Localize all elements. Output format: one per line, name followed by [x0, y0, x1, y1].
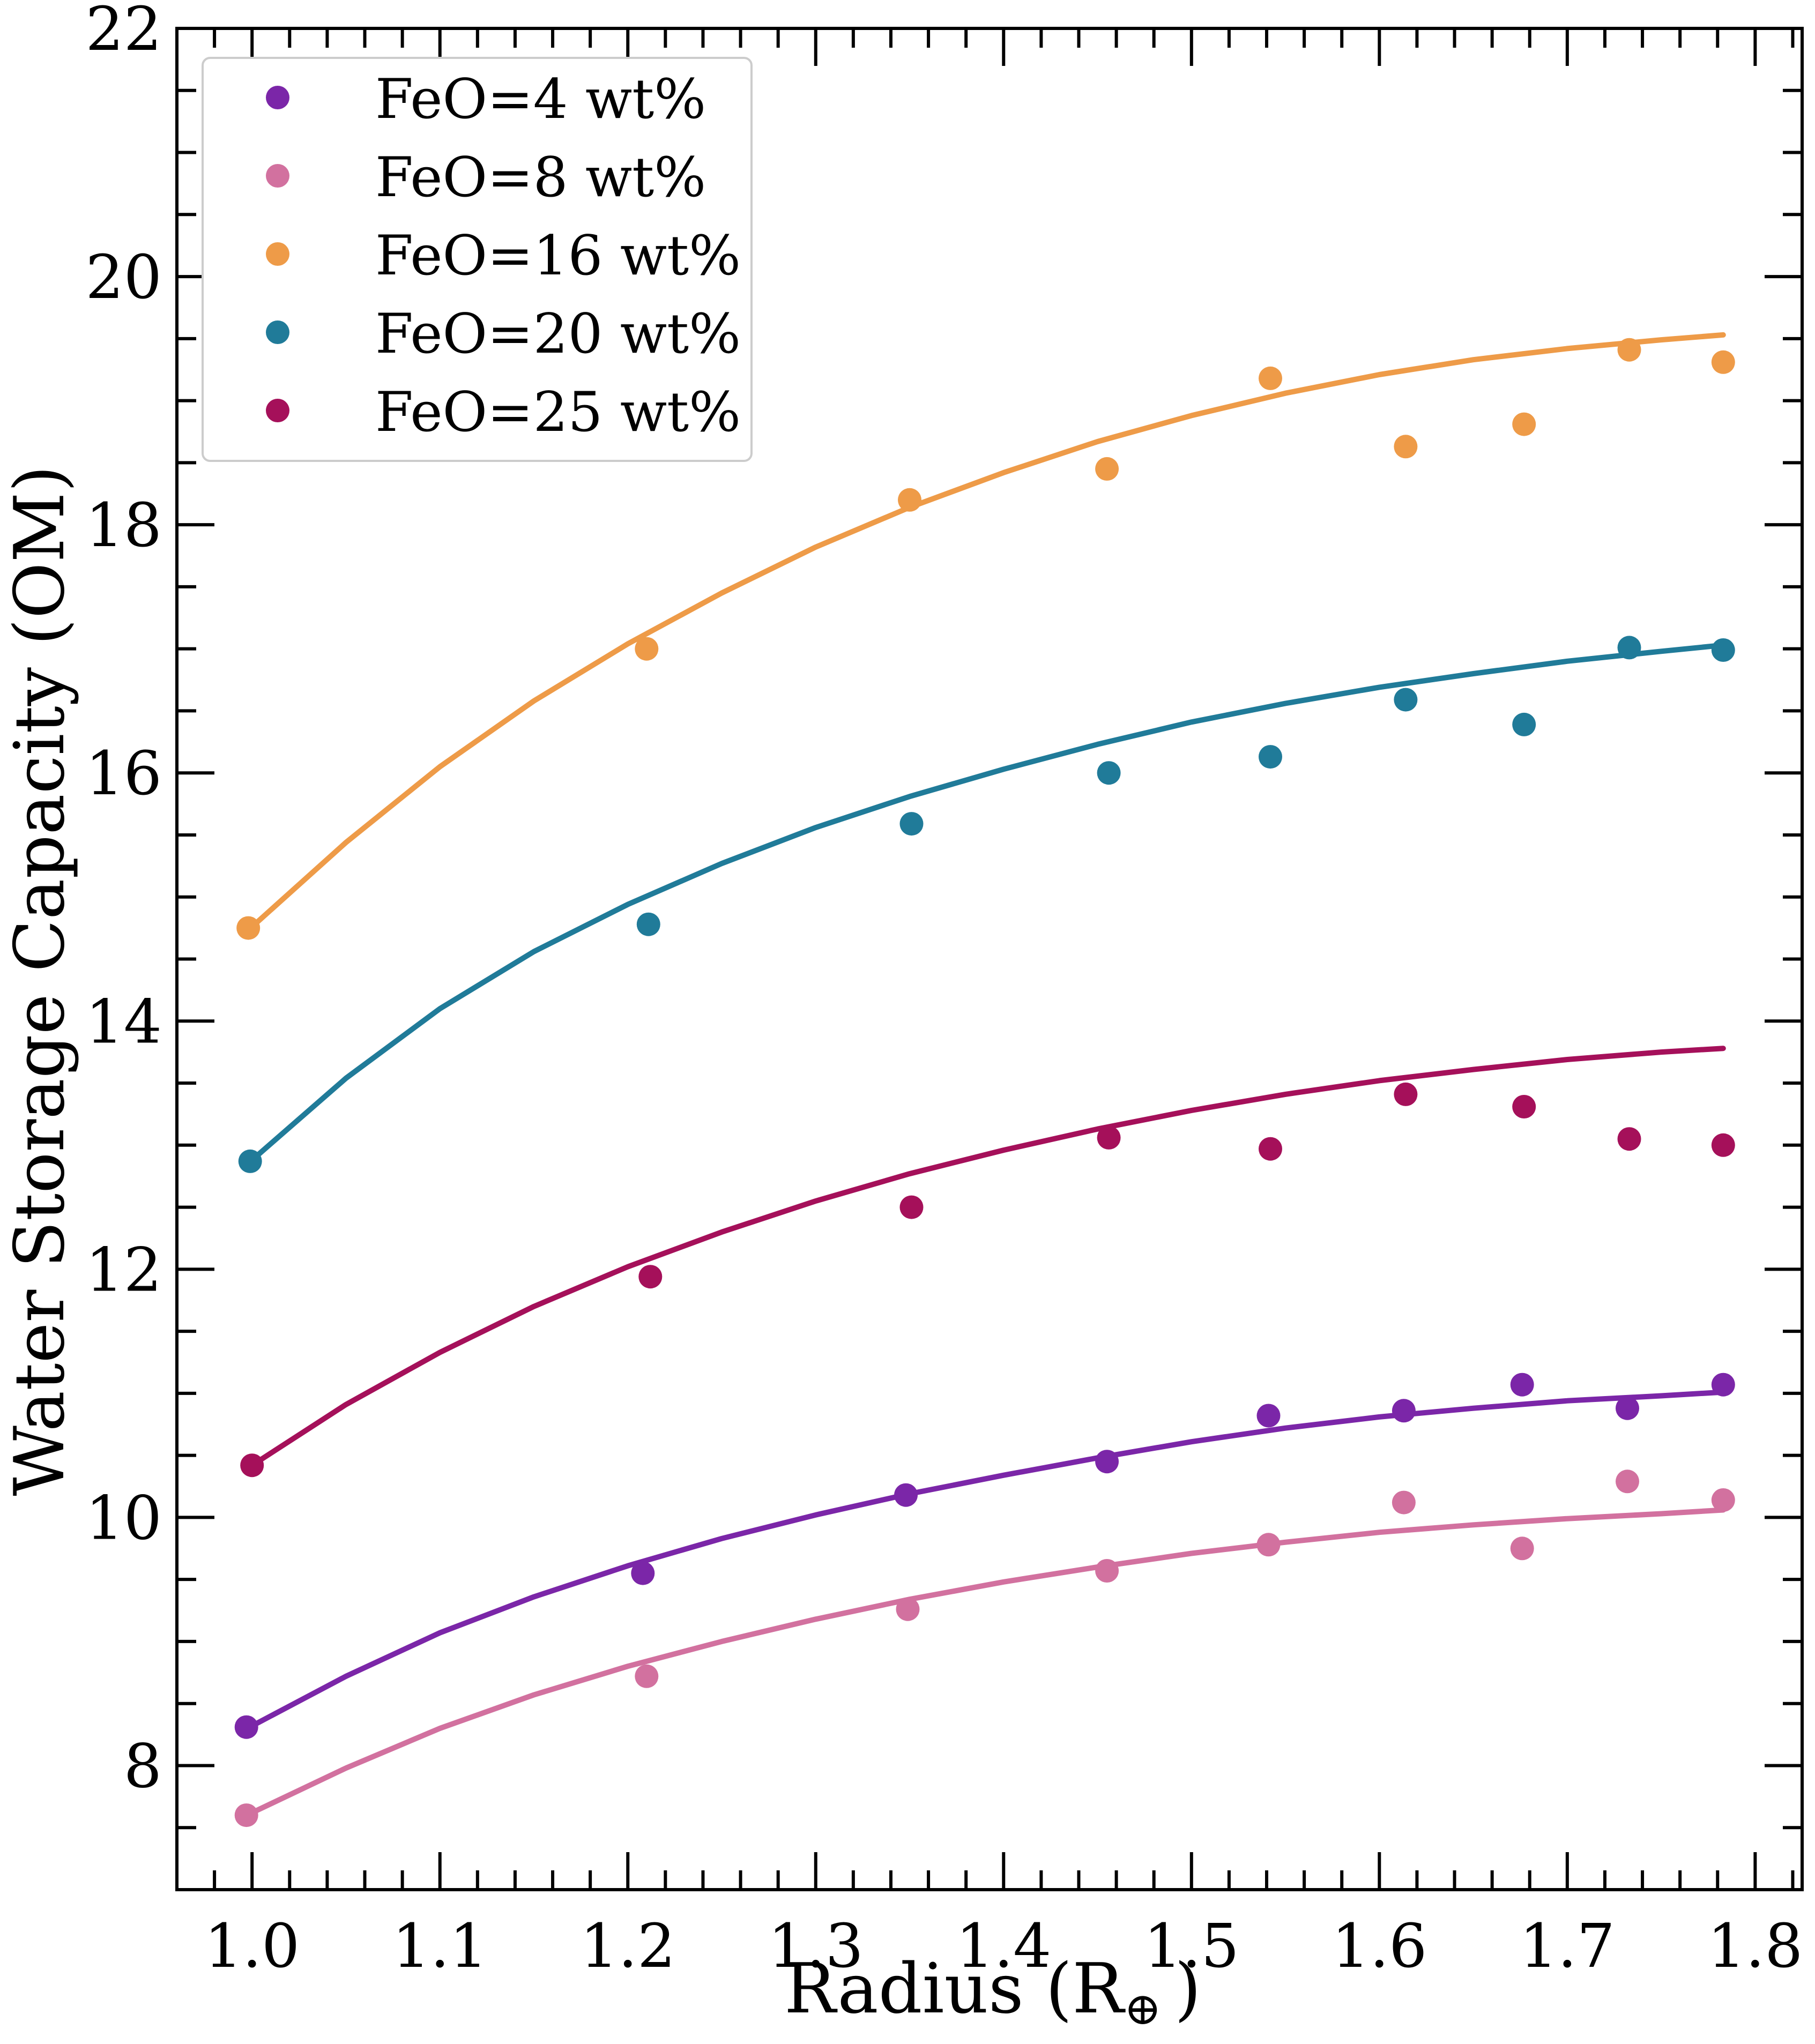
data-point-s4-7: [1617, 1127, 1641, 1151]
x-tick-label: 1.4: [956, 1912, 1051, 1981]
data-point-s4-8: [1711, 1133, 1735, 1157]
data-point-s0-1: [631, 1561, 655, 1585]
data-point-s2-2: [898, 488, 921, 512]
x-tick-label: 1.3: [768, 1912, 864, 1981]
data-point-s1-3: [1095, 1559, 1119, 1583]
legend: FeO=4 wt% FeO=8 wt% FeO=16 wt% FeO=20 wt% Fe…: [202, 57, 753, 462]
y-tick-label: 8: [124, 1732, 162, 1801]
legend-marker-0: [266, 86, 289, 109]
legend-marker-2: [266, 242, 289, 266]
data-point-s4-0: [240, 1453, 264, 1478]
y-tick-label: 10: [85, 1483, 162, 1553]
data-point-s1-7: [1616, 1469, 1639, 1494]
x-axis-label-main: Radius (R: [784, 1949, 1126, 2029]
y-tick-label: 16: [85, 739, 162, 809]
y-tick-label: 20: [85, 243, 162, 312]
data-point-s4-5: [1394, 1082, 1418, 1106]
data-point-s1-5: [1392, 1490, 1416, 1515]
data-point-s3-8: [1711, 638, 1735, 662]
data-points: [234, 338, 1735, 1827]
data-point-s3-0: [238, 1149, 262, 1173]
data-point-s4-2: [899, 1195, 924, 1219]
data-point-s2-8: [1711, 350, 1735, 374]
data-point-s1-8: [1711, 1488, 1735, 1512]
fit-line-4: [249, 1046, 1726, 1468]
legend-marker-4: [266, 399, 289, 422]
legend-box: [202, 57, 753, 462]
data-point-s0-7: [1616, 1396, 1639, 1420]
y-tick-label: 14: [85, 987, 162, 1057]
data-point-s0-5: [1392, 1399, 1416, 1423]
data-point-s0-3: [1095, 1450, 1119, 1474]
y-axis-label: Water Storage Capacity (OM): [0, 465, 80, 1496]
fit-line-0: [249, 1389, 1726, 1729]
data-point-s2-7: [1617, 338, 1641, 362]
y-tick-label: 12: [85, 1235, 162, 1305]
fit-lines: [249, 332, 1726, 1816]
fit-line-3: [249, 642, 1726, 1163]
x-tick-label: 1.2: [580, 1912, 675, 1981]
x-tick-label: 1.1: [392, 1912, 488, 1981]
data-point-s3-2: [899, 812, 924, 836]
x-axis-label: Radius (R⊕): [784, 1949, 1201, 2035]
data-point-s0-0: [234, 1715, 258, 1739]
legend-label-2: FeO=16 wt%: [375, 224, 741, 288]
data-point-s1-2: [896, 1597, 920, 1621]
data-point-s4-3: [1097, 1125, 1121, 1150]
data-point-s1-4: [1256, 1533, 1281, 1557]
data-point-s0-6: [1510, 1372, 1534, 1397]
data-point-s3-3: [1097, 761, 1121, 785]
legend-label-1: FeO=8 wt%: [375, 146, 706, 210]
data-point-s0-4: [1256, 1404, 1281, 1428]
data-point-s0-2: [894, 1483, 918, 1507]
data-point-s3-5: [1394, 688, 1418, 712]
data-point-s2-1: [635, 637, 659, 661]
data-point-s3-1: [636, 912, 660, 936]
data-point-s2-6: [1512, 412, 1536, 436]
data-point-s4-6: [1512, 1095, 1536, 1118]
data-point-s1-0: [234, 1803, 258, 1827]
x-tick-label: 1.5: [1144, 1912, 1239, 1981]
y-tick-label: 22: [85, 0, 162, 64]
data-point-s0-8: [1711, 1372, 1735, 1397]
data-point-s2-0: [236, 916, 261, 940]
x-axis-label-close: ): [1174, 1949, 1201, 2029]
y-tick-label: 18: [85, 491, 162, 561]
x-tick-label: 1.8: [1707, 1912, 1803, 1981]
legend-label-4: FeO=25 wt%: [375, 381, 741, 444]
fit-line-2: [249, 332, 1726, 930]
plot-frame: [175, 27, 1804, 1891]
tick-labels: 1.0 1.1 1.2 1.3 1.4 1.5 1.6 1.7 1.8 8 10 12 14 16 18 20…: [85, 0, 1803, 1981]
x-tick-label: 1.7: [1520, 1912, 1615, 1981]
x-tick-label: 1.6: [1332, 1912, 1427, 1981]
legend-marker-1: [266, 164, 289, 188]
data-point-s2-4: [1259, 366, 1282, 390]
fit-line-1: [249, 1507, 1726, 1816]
data-point-s1-6: [1510, 1536, 1534, 1561]
legend-label-3: FeO=20 wt%: [375, 302, 741, 366]
x-axis-label-subscript: ⊕: [1124, 1982, 1162, 2035]
data-point-s2-3: [1095, 457, 1119, 481]
x-tick-label: 1.0: [204, 1912, 300, 1981]
legend-label-0: FeO=4 wt%: [375, 68, 706, 131]
legend-marker-3: [266, 320, 289, 344]
data-point-s3-4: [1259, 745, 1282, 769]
data-point-s3-7: [1617, 636, 1641, 660]
data-point-s4-1: [638, 1265, 663, 1289]
data-point-s2-5: [1394, 435, 1418, 459]
data-point-s3-6: [1512, 712, 1536, 736]
data-point-s1-1: [635, 1664, 659, 1688]
data-point-s4-4: [1259, 1137, 1282, 1161]
